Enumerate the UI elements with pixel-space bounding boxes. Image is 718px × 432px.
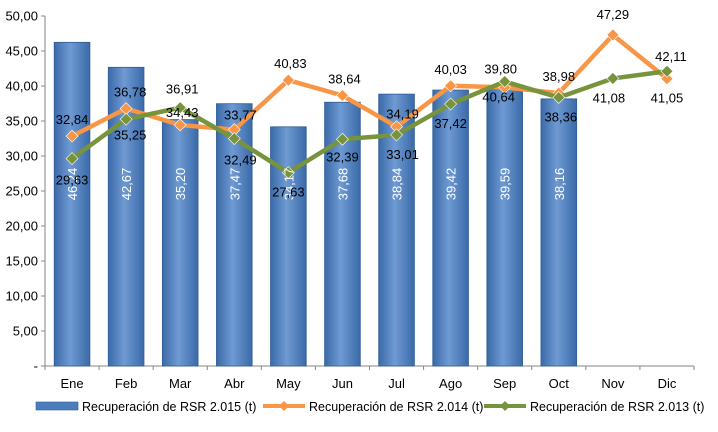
bar: [432, 89, 469, 367]
series-point: [552, 91, 566, 104]
x-tick-label: Jul: [388, 376, 405, 391]
bar-value-label: 39,42: [444, 168, 459, 201]
y-tick-label: 45,00: [5, 44, 38, 59]
series-point: [65, 129, 79, 143]
series-point: [390, 128, 403, 142]
series-point: [444, 97, 458, 111]
series-point: [281, 73, 295, 87]
line-series: [65, 28, 674, 180]
y-tick-label: 40,00: [5, 79, 38, 94]
y-tick-label: 35,00: [5, 114, 38, 129]
y-tick-label: 25,00: [5, 184, 38, 199]
line-value-label: 27,63: [272, 185, 305, 200]
bar: [53, 41, 91, 367]
bar: [161, 119, 199, 367]
x-tick-label: Jun: [332, 376, 353, 391]
y-axis: - 5,00 10,00 15,00 20,00 25,00 30,00 35,00 40,00…: [5, 9, 46, 374]
line-value-label: 32,39: [326, 149, 359, 164]
series-point: [444, 79, 458, 93]
series-point: [498, 75, 512, 88]
y-tick-label: 50,00: [5, 9, 38, 24]
bar: [540, 98, 578, 367]
y-tick-label: -: [34, 359, 38, 374]
series-point: [336, 132, 349, 146]
series-point: [660, 64, 674, 78]
line-value-label: 41,05: [651, 91, 684, 106]
bar-value-label: 42,67: [119, 168, 134, 201]
line-value-label: 47,29: [597, 7, 630, 22]
line-value-label: 36,91: [166, 82, 199, 97]
bar-value-label: 37,68: [335, 168, 350, 201]
y-tick-label: 5,00: [13, 324, 38, 339]
line-value-label: 38,64: [328, 72, 361, 87]
legend-label: Recuperación de RSR 2.013 (t): [530, 400, 704, 414]
line-value-label: 38,36: [545, 109, 578, 124]
legend-label: Recuperación de RSR 2.014 (t): [309, 400, 483, 414]
line-value-label: 32,84: [56, 112, 89, 127]
bar-value-label: 39,59: [498, 168, 513, 201]
bar-value-label: 35,20: [173, 168, 188, 201]
line-value-label: 38,98: [543, 69, 576, 84]
line-value-label: 35,25: [114, 127, 147, 142]
bar: [486, 88, 523, 367]
line-value-label: 34,43: [166, 105, 199, 120]
x-tick-label: Dic: [658, 376, 677, 391]
x-tick-label: Ago: [439, 376, 462, 391]
series-point: [606, 28, 620, 42]
x-tick-label: Nov: [601, 376, 625, 391]
bar-value-label: 38,16: [552, 168, 567, 201]
series-line: [69, 32, 670, 139]
line-value-label: 37,42: [434, 116, 467, 131]
line-value-label: 39,80: [484, 61, 517, 76]
bar-value-label: 46,24: [65, 168, 80, 201]
line-value-label: 33,01: [386, 147, 419, 162]
y-tick-label: 30,00: [5, 149, 38, 164]
x-axis: Ene Feb Mar Abr May Jun Jul Ago Sep Oct Nov Dic: [44, 365, 695, 391]
series-point: [336, 89, 349, 102]
legend-label: Recuperación de RSR 2.015 (t): [82, 400, 256, 414]
bar-value-label: 37,47: [227, 168, 242, 201]
line-value-label: 34,19: [386, 107, 419, 122]
y-tick-label: 15,00: [5, 254, 38, 269]
line-value-label: 36,78: [114, 85, 147, 100]
series-line: [69, 68, 670, 175]
x-tick-label: Mar: [169, 376, 192, 391]
line-value-label: 40,64: [482, 90, 515, 105]
line-value-label: 40,83: [274, 56, 307, 71]
x-tick-label: Oct: [549, 376, 570, 391]
x-tick-label: Sep: [493, 376, 516, 391]
x-tick-label: Feb: [115, 376, 137, 391]
series-point: [281, 166, 295, 180]
bar-value-label: 34,17: [281, 168, 296, 201]
series-point: [119, 112, 133, 126]
series-point: [173, 101, 187, 115]
y-tick-label: 10,00: [5, 289, 38, 304]
line-value-label: 41,08: [593, 90, 626, 105]
line-value-label: 40,03: [434, 62, 467, 77]
line-value-label: 32,49: [224, 153, 257, 168]
legend: Recuperación de RSR 2.015 (t) Recuperació…: [35, 400, 704, 414]
line-value-label: 42,11: [655, 49, 687, 64]
data-labels: 46,24 42,67 35,20 37,47 34,17 37,68 38,84 39,42…: [56, 7, 687, 200]
legend-marker: [279, 401, 289, 411]
series-point: [227, 132, 241, 145]
series-point: [606, 72, 620, 85]
series-point: [65, 152, 79, 166]
series-point: [660, 72, 674, 86]
x-tick-label: May: [276, 376, 301, 391]
legend-swatch: [35, 401, 79, 411]
line-value-label: 33,77: [224, 108, 257, 123]
legend-marker: [500, 401, 510, 411]
series-point: [173, 118, 187, 132]
y-tick-label: 20,00: [5, 219, 38, 234]
x-tick-label: Abr: [224, 376, 245, 391]
bar-value-label: 38,84: [390, 168, 405, 201]
line-value-label: 29,63: [56, 173, 89, 188]
x-tick-label: Ene: [60, 376, 83, 391]
